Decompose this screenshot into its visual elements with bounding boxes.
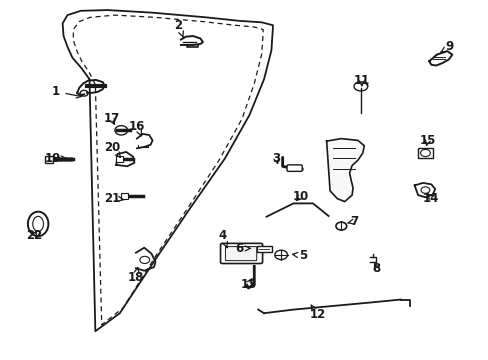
Text: 13: 13 bbox=[240, 278, 256, 291]
Bar bbox=[121, 193, 127, 199]
Bar bbox=[116, 156, 122, 162]
Ellipse shape bbox=[33, 216, 43, 231]
Text: 22: 22 bbox=[26, 229, 42, 242]
Text: 21: 21 bbox=[104, 192, 123, 204]
Text: 19: 19 bbox=[44, 152, 66, 165]
Text: 7: 7 bbox=[347, 215, 358, 228]
FancyBboxPatch shape bbox=[225, 247, 256, 261]
FancyBboxPatch shape bbox=[220, 243, 262, 264]
Text: 9: 9 bbox=[440, 40, 453, 53]
FancyBboxPatch shape bbox=[286, 165, 302, 171]
Text: 2: 2 bbox=[174, 19, 183, 37]
Text: 15: 15 bbox=[419, 134, 435, 147]
Text: 20: 20 bbox=[104, 141, 121, 157]
Bar bbox=[256, 246, 272, 252]
Text: 3: 3 bbox=[272, 152, 280, 165]
Text: 16: 16 bbox=[128, 120, 145, 136]
Text: 10: 10 bbox=[292, 190, 308, 203]
Text: 6: 6 bbox=[235, 242, 250, 255]
Text: 5: 5 bbox=[292, 249, 306, 262]
Text: 4: 4 bbox=[218, 229, 227, 248]
Text: 14: 14 bbox=[422, 192, 439, 204]
Ellipse shape bbox=[28, 212, 48, 236]
Polygon shape bbox=[326, 139, 364, 202]
Text: 12: 12 bbox=[309, 305, 325, 321]
Bar bbox=[45, 156, 53, 163]
Text: 1: 1 bbox=[52, 85, 81, 98]
Text: 8: 8 bbox=[372, 262, 380, 275]
Text: 11: 11 bbox=[353, 75, 369, 87]
Text: 17: 17 bbox=[103, 112, 120, 125]
Bar bbox=[417, 148, 432, 158]
Text: 18: 18 bbox=[127, 267, 144, 284]
